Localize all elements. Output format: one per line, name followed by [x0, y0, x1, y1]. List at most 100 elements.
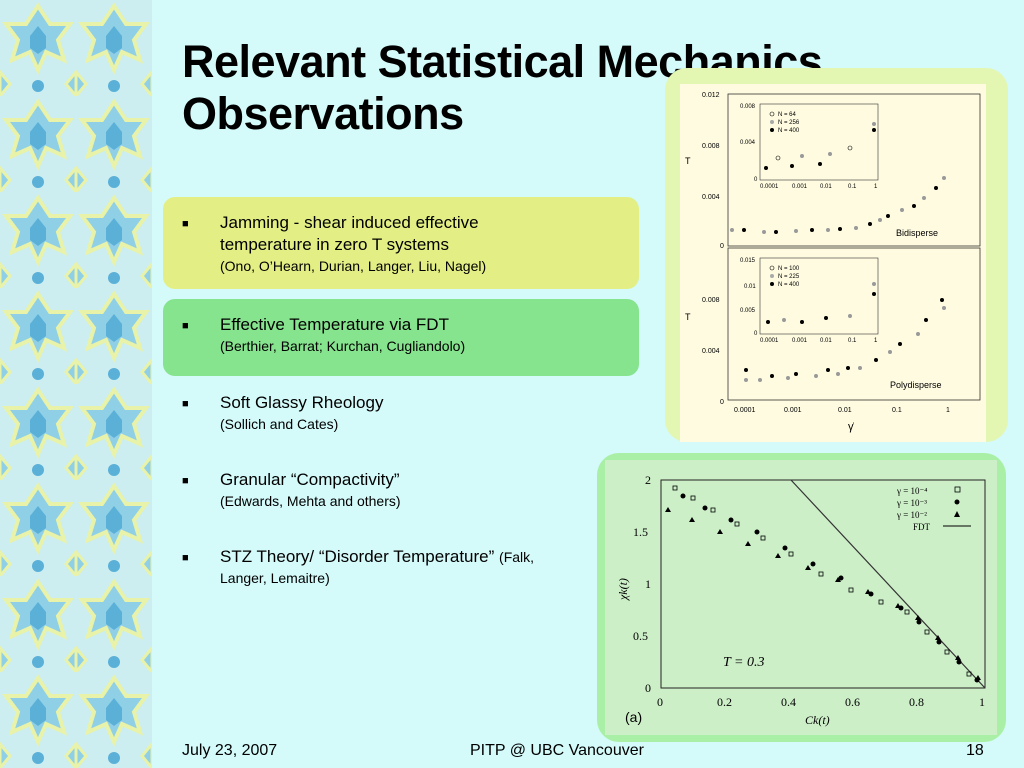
data-points [730, 176, 946, 234]
bullet-text: temperature in zero T systems [220, 235, 449, 254]
tick-label: 0.01 [820, 184, 832, 190]
legend-entry: FDT [913, 522, 931, 532]
legend-entry: N = 256 [778, 120, 800, 126]
legend: γ = 10⁻⁴ γ = 10⁻³ γ = 10⁻² FDT [896, 486, 971, 532]
tick-label: 0.01 [820, 338, 832, 344]
legend-marker-gray [770, 274, 774, 278]
tick-label: 0 [645, 681, 651, 695]
tick-label: 0.004 [702, 194, 720, 201]
slide-title: Relevant Statistical Mechanics Observati… [182, 36, 962, 140]
tick-label: 0.008 [702, 297, 720, 304]
figure-fdt-plot: 2 1.5 1 0.5 0 0 0.2 0.4 0.6 0.8 1 χk(t) … [605, 460, 997, 735]
tick-label: 0.001 [792, 338, 808, 344]
bullet-citation: (Berthier, Barrat; Kurchan, Cugliandolo) [220, 338, 466, 354]
footer-date: July 23, 2007 [182, 742, 278, 759]
bullet-icon: ■ [182, 398, 189, 410]
bullet-text: Soft Glassy Rheology [220, 393, 384, 412]
legend-marker-black [770, 282, 774, 286]
bullet-icon: ■ [182, 218, 189, 230]
bullet-text: Jamming - shear induced effective [220, 213, 479, 232]
tick-label: 2 [645, 473, 651, 487]
tick-label: 0.4 [781, 695, 796, 709]
tick-label: 0.0001 [760, 338, 779, 344]
x-tick-labels: 0 0.2 0.4 0.6 0.8 1 [657, 695, 985, 709]
tick-label: 1 [645, 577, 651, 591]
panel-label: Bidisperse [896, 228, 938, 238]
tick-label: 1 [979, 695, 985, 709]
inset-data-points [766, 282, 876, 324]
tick-label: 0.1 [848, 184, 857, 190]
legend-entry: γ = 10⁻² [896, 510, 927, 520]
y-tick-labels: 2 1.5 1 0.5 0 [633, 473, 651, 695]
bullet-citation: (Sollich and Cates) [220, 416, 339, 432]
tick-label: 1.5 [633, 525, 648, 539]
tick-label: 0.6 [845, 695, 860, 709]
legend-marker-black [770, 128, 774, 132]
legend-entry: N = 64 [778, 112, 797, 118]
axis-label-y: T [685, 312, 691, 322]
tick-label: 0.8 [909, 695, 924, 709]
tick-label: 0 [754, 331, 758, 337]
tick-label: 0.012 [702, 92, 720, 99]
slide-title-line2: Observations [182, 88, 464, 139]
tick-label: 0.01 [838, 407, 852, 414]
legend-marker-open [769, 111, 775, 117]
tick-label: 0.0001 [760, 184, 779, 190]
tick-label: 0.008 [702, 143, 720, 150]
panel-polydisperse: T 0.008 0.004 0 0.015 0.01 0.005 0 0.000… [685, 247, 981, 433]
tick-label: 0.001 [792, 184, 808, 190]
axis-label-x: Ck(t) [805, 713, 830, 727]
inset-data-points [764, 122, 876, 170]
data-points [744, 298, 946, 382]
bullet-citation: (Edwards, Mehta and others) [220, 493, 401, 509]
legend-marker-open [769, 265, 775, 271]
legend-entry: N = 225 [778, 274, 800, 280]
tick-label: 0 [720, 399, 724, 406]
legend-entry: γ = 10⁻³ [896, 498, 927, 508]
tick-label: 0.01 [744, 284, 756, 290]
tick-label: 0 [720, 243, 724, 250]
footer-venue: PITP @ UBC Vancouver [470, 742, 644, 759]
tick-label: 0.2 [717, 695, 732, 709]
axis-label-y: χk(t) [616, 578, 630, 601]
tick-label: 1 [946, 407, 950, 414]
bullet-citation: Langer, Lemaitre) [220, 570, 330, 586]
tick-label: 0.1 [892, 407, 902, 414]
legend-marker-triangle [954, 511, 960, 517]
bullet-citation: (Ono, O’Hearn, Durian, Langer, Liu, Nage… [220, 258, 487, 274]
tick-label: 0.0001 [734, 407, 756, 414]
tick-label: 0.005 [740, 308, 756, 314]
tick-label: 0.1 [848, 338, 857, 344]
bullet-icon: ■ [182, 320, 189, 332]
axis-label-y: T [685, 156, 691, 166]
fdt-line [790, 479, 986, 689]
highlight-box-green [163, 299, 639, 376]
bullet-text: Effective Temperature via FDT [220, 315, 449, 334]
panel-label: (a) [625, 709, 642, 725]
tick-label: 0 [657, 695, 663, 709]
tick-label: 0 [754, 177, 758, 183]
tick-label: 0.004 [740, 140, 756, 146]
legend-entry: N = 400 [778, 282, 800, 288]
bullet-text: STZ Theory/ “Disorder Temperature” [220, 547, 495, 566]
bullet-icon: ■ [182, 552, 189, 564]
panel-label: Polydisperse [890, 380, 942, 390]
tick-label: 0.004 [702, 348, 720, 355]
data-series-triangles [665, 507, 981, 680]
decorative-pattern [0, 0, 152, 768]
legend-marker-gray [770, 120, 774, 124]
bullet-citation: (Falk, [499, 549, 535, 565]
panel-bidisperse: T 0.012 0.008 0.004 0 0.008 0.004 0 0.00… [685, 92, 981, 250]
tick-label: 0.015 [740, 258, 756, 264]
figure-temperature-vs-shear: T 0.012 0.008 0.004 0 0.008 0.004 0 0.00… [680, 84, 986, 442]
data-series-squares [672, 485, 972, 677]
tick-label: 0.001 [784, 407, 802, 414]
legend-entry: N = 400 [778, 128, 800, 134]
axis-label-x: γ̇ [848, 421, 855, 433]
tick-label: 1 [874, 184, 878, 190]
tick-label: 1 [874, 338, 878, 344]
temperature-annotation: T = 0.3 [723, 655, 764, 670]
bullet-icon: ■ [182, 475, 189, 487]
tick-label: 0.5 [633, 629, 648, 643]
legend-entry: γ = 10⁻⁴ [896, 486, 927, 496]
